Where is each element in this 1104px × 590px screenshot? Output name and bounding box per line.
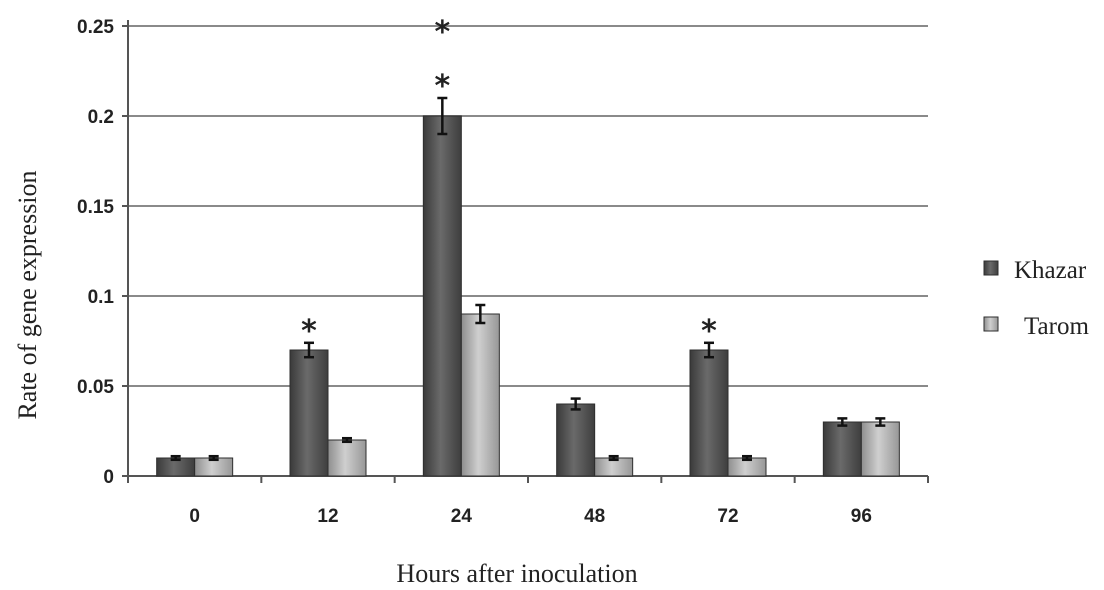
bars [156, 96, 900, 477]
legend-swatch-tarom [983, 316, 999, 332]
bar-khazar-12 [289, 349, 329, 477]
tick-labels: 0 0.05 0.1 0.15 0.2 0.25 0 12 24 48 72 96 * * * * [77, 15, 872, 527]
significance-marker: * [434, 15, 450, 50]
legend-label-tarom: Tarom [1024, 313, 1089, 340]
bar-khazar-96 [822, 421, 862, 477]
legend-swatch-khazar [983, 260, 999, 276]
error-bar [742, 454, 752, 462]
x-tick-label: 12 [317, 506, 338, 527]
x-tick-label: 48 [584, 506, 605, 527]
x-tick-label: 0 [189, 506, 200, 527]
x-tick-label: 72 [717, 506, 738, 527]
error-bar [608, 454, 619, 462]
bar-khazar-72 [689, 349, 729, 477]
y-tick-label: 0.15 [77, 197, 114, 218]
gridlines [128, 25, 928, 387]
bar-tarom-96 [860, 421, 900, 477]
error-bar [704, 341, 714, 359]
error-bar [875, 417, 886, 427]
error-bar [570, 397, 581, 411]
y-tick-label: 0 [103, 467, 114, 488]
legend: Khazar Tarom [983, 257, 1089, 340]
significance-marker: * [434, 69, 450, 104]
y-tick-label: 0.05 [77, 377, 114, 398]
significance-marker: * [301, 314, 317, 349]
y-tick-label: 0.2 [88, 107, 114, 128]
y-tick-label: 0.25 [77, 17, 114, 38]
legend-label-khazar: Khazar [1014, 257, 1087, 284]
x-axis-title: Hours after inoculation [396, 559, 637, 588]
error-bar [437, 96, 448, 136]
axes [122, 20, 929, 483]
bar-tarom-12 [327, 439, 367, 477]
error-bar [304, 341, 314, 359]
significance-marker: * [701, 314, 717, 349]
y-tick-label: 0.1 [88, 287, 115, 308]
x-tick-label: 96 [851, 506, 872, 527]
error-bar [475, 303, 486, 325]
x-tick-label: 24 [451, 506, 473, 527]
bar-tarom-24 [460, 313, 500, 477]
error-bar [837, 417, 848, 427]
error-bar [208, 454, 219, 462]
bar-khazar-24 [422, 115, 462, 477]
y-axis-title: Rate of gene expression [13, 170, 42, 419]
error-bar [170, 454, 181, 462]
error-bar [342, 436, 352, 444]
bar-khazar-48 [556, 403, 596, 477]
